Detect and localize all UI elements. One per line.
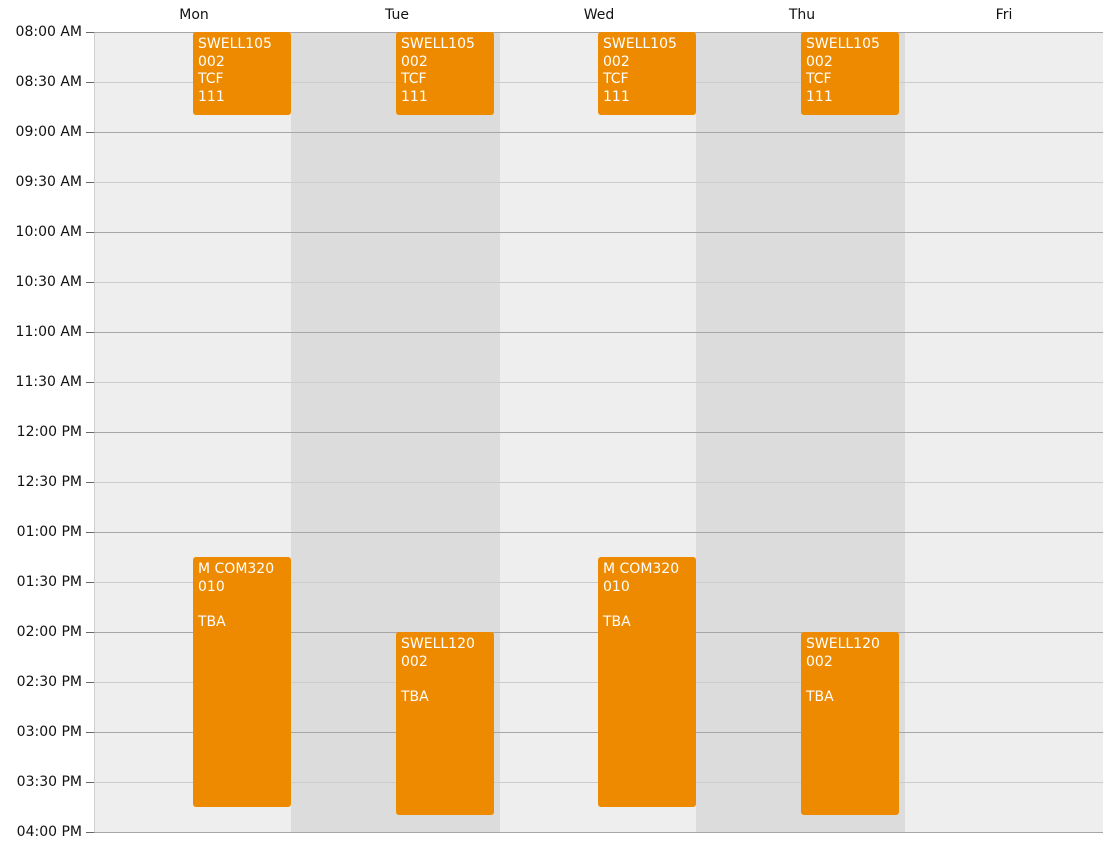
event-text-line: M COM320 — [603, 561, 680, 577]
time-label: 10:00 AM — [15, 224, 82, 240]
grid-line — [94, 182, 1103, 183]
time-label: 11:00 AM — [15, 324, 82, 340]
event-text-line: 002 — [603, 53, 630, 70]
time-label: 10:30 AM — [15, 274, 82, 290]
event-text-line: 002 — [806, 53, 833, 70]
event-text-line: TCF — [198, 71, 224, 87]
time-label: 02:30 PM — [16, 674, 82, 690]
event-text-line: 111 — [198, 88, 225, 105]
event-text-line — [603, 596, 692, 614]
event-text-line: TBA — [401, 688, 429, 705]
event-text-line: SWELL105 — [401, 36, 475, 52]
event-text-line: 111 — [401, 88, 428, 105]
time-label: 08:00 AM — [15, 24, 82, 40]
event-text-line: TBA — [806, 688, 834, 705]
grid-line — [94, 232, 1103, 233]
time-tick — [86, 732, 94, 733]
time-label: 04:00 PM — [16, 824, 82, 840]
time-label: 12:30 PM — [16, 474, 82, 490]
day-header-tue: Tue — [385, 7, 409, 23]
event-text-line: SWELL120 — [401, 636, 475, 652]
time-tick — [86, 82, 94, 83]
event-text-line: SWELL105 — [806, 36, 880, 52]
grid-line — [94, 332, 1103, 333]
day-header-wed: Wed — [583, 7, 615, 23]
event-text-line — [806, 671, 895, 689]
time-label: 11:30 AM — [15, 374, 82, 390]
course-event-swell120-tue[interactable]: SWELL120 002 TBA — [396, 632, 494, 816]
time-label: 03:30 PM — [16, 774, 82, 790]
event-text-line: SWELL105 — [603, 36, 677, 52]
time-tick — [86, 782, 94, 783]
day-header-thu: Thu — [788, 7, 816, 23]
time-tick — [86, 682, 94, 683]
event-text-line: TBA — [603, 613, 631, 630]
event-text-line — [198, 596, 287, 614]
time-tick — [86, 532, 94, 533]
course-event-swell105-wed[interactable]: SWELL105 002 TCF 111 — [598, 32, 696, 116]
course-event-m-com320-mon[interactable]: M COM320 010 TBA — [193, 557, 291, 807]
grid-line — [94, 532, 1103, 533]
event-text-line: SWELL120 — [806, 636, 880, 652]
grid-line — [94, 432, 1103, 433]
time-tick — [86, 432, 94, 433]
time-label: 02:00 PM — [16, 624, 82, 640]
time-label: 09:00 AM — [15, 124, 82, 140]
grid-line — [94, 282, 1103, 283]
event-text-line: TCF — [806, 71, 832, 87]
time-tick — [86, 132, 94, 133]
course-event-m-com320-wed[interactable]: M COM320 010 TBA — [598, 557, 696, 807]
time-tick — [86, 582, 94, 583]
event-text-line: M COM320 — [198, 561, 275, 577]
time-tick — [86, 182, 94, 183]
grid-line — [94, 832, 1103, 833]
day-header-mon: Mon — [179, 7, 209, 23]
time-label: 12:00 PM — [16, 424, 82, 440]
time-tick — [86, 832, 94, 833]
grid-line — [94, 482, 1103, 483]
time-tick — [86, 32, 94, 33]
event-text-line — [401, 671, 490, 689]
course-event-swell105-mon[interactable]: SWELL105 002 TCF 111 — [193, 32, 291, 116]
event-text-line: 111 — [603, 88, 630, 105]
event-text-line: TCF — [603, 71, 629, 87]
course-event-swell120-thu[interactable]: SWELL120 002 TBA — [801, 632, 899, 816]
event-text-line: 002 — [401, 653, 428, 670]
grid-line — [94, 382, 1103, 383]
time-tick — [86, 382, 94, 383]
time-tick — [86, 282, 94, 283]
time-label: 09:30 AM — [15, 174, 82, 190]
time-label: 08:30 AM — [15, 74, 82, 90]
event-text-line: 002 — [198, 53, 225, 70]
grid-line — [94, 132, 1103, 133]
time-tick — [86, 482, 94, 483]
course-event-swell105-tue[interactable]: SWELL105 002 TCF 111 — [396, 32, 494, 116]
event-text-line: TCF — [401, 71, 427, 87]
time-tick — [86, 232, 94, 233]
event-text-line: 002 — [806, 653, 833, 670]
course-event-swell105-thu[interactable]: SWELL105 002 TCF 111 — [801, 32, 899, 116]
event-text-line: 010 — [198, 578, 225, 595]
time-tick — [86, 332, 94, 333]
event-text-line: 002 — [401, 53, 428, 70]
day-header-fri: Fri — [995, 7, 1013, 23]
event-text-line: 111 — [806, 88, 833, 105]
time-label: 01:00 PM — [16, 524, 82, 540]
event-text-line: TBA — [198, 613, 226, 630]
time-label: 03:00 PM — [16, 724, 82, 740]
event-text-line: SWELL105 — [198, 36, 272, 52]
time-label: 01:30 PM — [16, 574, 82, 590]
time-tick — [86, 632, 94, 633]
event-text-line: 010 — [603, 578, 630, 595]
